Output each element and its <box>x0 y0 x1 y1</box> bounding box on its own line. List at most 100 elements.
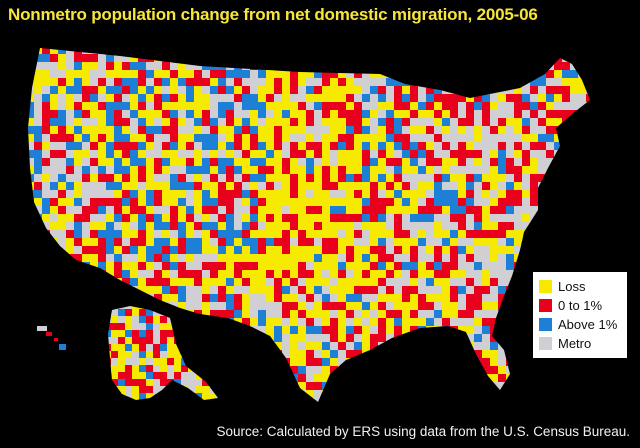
county-cell <box>538 262 547 271</box>
county-cell <box>132 379 140 387</box>
county-cell <box>314 222 323 231</box>
county-cell <box>194 342 203 351</box>
county-cell <box>434 54 443 63</box>
county-cell <box>160 379 168 387</box>
county-cell <box>546 206 555 215</box>
county-cell <box>386 54 395 63</box>
county-cell <box>586 54 590 63</box>
county-cell <box>242 390 251 399</box>
county-cell <box>146 270 155 279</box>
county-cell <box>386 366 395 375</box>
county-cell <box>138 206 147 215</box>
county-cell <box>506 158 515 167</box>
county-cell <box>162 214 171 223</box>
county-cell <box>514 286 523 295</box>
county-cell <box>338 262 347 271</box>
county-cell <box>282 222 291 231</box>
county-cell <box>34 366 43 375</box>
county-cell <box>418 326 427 335</box>
county-cell <box>153 351 161 359</box>
county-cell <box>130 406 139 415</box>
county-cell <box>226 390 235 399</box>
county-cell <box>514 350 523 359</box>
county-cell <box>108 379 112 387</box>
county-cell <box>282 390 291 399</box>
county-cell <box>386 246 395 255</box>
county-cell <box>153 309 161 317</box>
county-cell <box>274 254 283 263</box>
county-cell <box>578 190 587 199</box>
county-cell <box>426 94 435 103</box>
county-cell <box>546 54 555 63</box>
county-cell <box>410 198 419 207</box>
county-cell <box>34 54 43 63</box>
county-cell <box>322 78 331 87</box>
county-cell <box>170 278 179 287</box>
county-cell <box>114 174 123 183</box>
county-cell <box>174 330 182 338</box>
county-cell <box>370 142 379 151</box>
county-cell <box>434 318 443 327</box>
county-cell <box>450 214 459 223</box>
county-cell <box>274 374 283 383</box>
county-cell <box>122 254 131 263</box>
county-cell <box>210 254 219 263</box>
county-cell <box>474 390 483 399</box>
county-cell <box>514 246 523 255</box>
county-cell <box>506 374 515 383</box>
county-cell <box>370 294 379 303</box>
county-cell <box>386 294 395 303</box>
county-cell <box>490 302 499 311</box>
county-cell <box>82 190 91 199</box>
county-cell <box>434 126 443 135</box>
county-cell <box>298 246 307 255</box>
county-cell <box>290 310 299 319</box>
county-cell <box>194 294 203 303</box>
county-cell <box>146 70 155 79</box>
county-cell <box>474 286 483 295</box>
county-cell <box>466 390 475 399</box>
county-cell <box>506 166 515 175</box>
county-cell <box>418 214 427 223</box>
county-cell <box>42 134 51 143</box>
county-cell <box>306 342 315 351</box>
county-cell <box>282 382 291 391</box>
county-cell <box>474 70 483 79</box>
county-cell <box>490 406 499 415</box>
county-cell <box>58 302 67 311</box>
county-cell <box>346 302 355 311</box>
county-cell <box>186 110 195 119</box>
county-cell <box>538 366 547 375</box>
county-cell <box>106 382 115 391</box>
county-cell <box>111 337 119 345</box>
county-cell <box>442 174 451 183</box>
county-cell <box>106 230 115 239</box>
county-cell <box>50 86 59 95</box>
county-cell <box>490 86 499 95</box>
county-cell <box>26 406 35 415</box>
county-cell <box>498 334 507 343</box>
county-cell <box>28 342 35 351</box>
county-cell <box>458 246 467 255</box>
county-cell <box>298 358 307 367</box>
county-cell <box>195 330 203 338</box>
county-cell <box>362 190 371 199</box>
county-cell <box>402 390 411 399</box>
county-cell <box>154 54 163 63</box>
county-cell <box>242 142 251 151</box>
county-cell <box>174 393 182 400</box>
county-cell <box>442 78 451 87</box>
county-cell <box>434 78 443 87</box>
county-cell <box>290 350 299 359</box>
county-cell <box>266 158 275 167</box>
county-cell <box>394 166 403 175</box>
county-cell <box>170 230 179 239</box>
county-cell <box>160 365 168 373</box>
county-cell <box>458 142 467 151</box>
county-cell <box>202 330 210 338</box>
county-cell <box>410 62 419 71</box>
county-cell <box>50 94 59 103</box>
county-cell <box>258 350 267 359</box>
county-cell <box>530 94 539 103</box>
county-cell <box>306 118 315 127</box>
